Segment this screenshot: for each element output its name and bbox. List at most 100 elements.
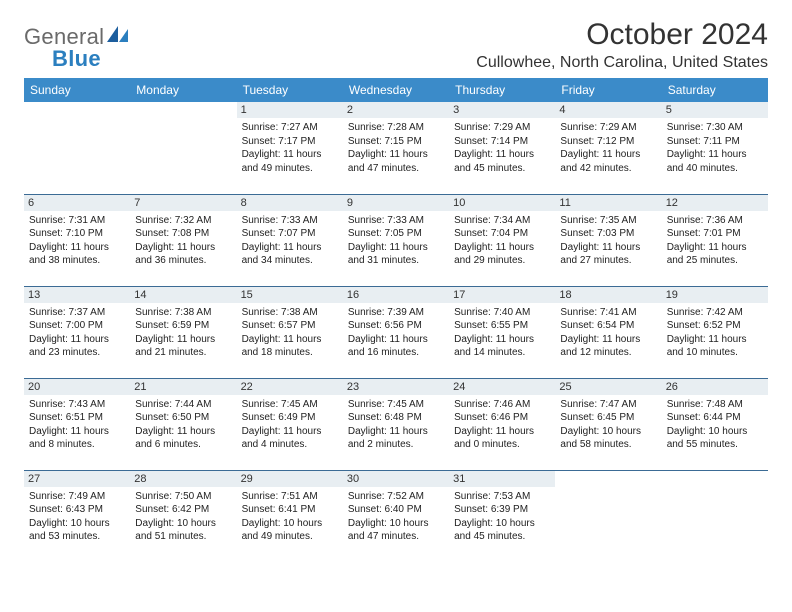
sunrise-line: Sunrise: 7:32 AM [135,214,231,228]
daylight-line: Daylight: 11 hours and 23 minutes. [29,333,125,360]
calendar-cell: 2Sunrise: 7:28 AMSunset: 7:15 PMDaylight… [343,102,449,194]
daylight-line: Daylight: 11 hours and 29 minutes. [454,241,550,268]
sunset-line: Sunset: 6:40 PM [348,503,444,517]
day-header-row: SundayMondayTuesdayWednesdayThursdayFrid… [24,78,768,102]
day-number: 29 [237,471,343,487]
sunset-line: Sunset: 7:17 PM [242,135,338,149]
calendar-cell: 17Sunrise: 7:40 AMSunset: 6:55 PMDayligh… [449,286,555,378]
day-number: 27 [24,471,130,487]
sunrise-line: Sunrise: 7:41 AM [560,306,656,320]
sunset-line: Sunset: 7:07 PM [242,227,338,241]
calendar-cell: 31Sunrise: 7:53 AMSunset: 6:39 PMDayligh… [449,470,555,562]
day-number: 3 [449,102,555,118]
calendar-cell: 21Sunrise: 7:44 AMSunset: 6:50 PMDayligh… [130,378,236,470]
day-number: 12 [662,195,768,211]
day-number: 19 [662,287,768,303]
daylight-line: Daylight: 10 hours and 47 minutes. [348,517,444,544]
sunset-line: Sunset: 7:08 PM [135,227,231,241]
day-number: 31 [449,471,555,487]
daylight-line: Daylight: 11 hours and 36 minutes. [135,241,231,268]
sunrise-line: Sunrise: 7:38 AM [242,306,338,320]
sunset-line: Sunset: 7:04 PM [454,227,550,241]
calendar-row: 13Sunrise: 7:37 AMSunset: 7:00 PMDayligh… [24,286,768,378]
calendar-cell: 3Sunrise: 7:29 AMSunset: 7:14 PMDaylight… [449,102,555,194]
sunset-line: Sunset: 7:00 PM [29,319,125,333]
daylight-line: Daylight: 11 hours and 49 minutes. [242,148,338,175]
day-header: Wednesday [343,78,449,102]
daylight-line: Daylight: 11 hours and 38 minutes. [29,241,125,268]
day-number: 7 [130,195,236,211]
calendar-cell: 27Sunrise: 7:49 AMSunset: 6:43 PMDayligh… [24,470,130,562]
calendar-cell: 9Sunrise: 7:33 AMSunset: 7:05 PMDaylight… [343,194,449,286]
calendar-cell: 29Sunrise: 7:51 AMSunset: 6:41 PMDayligh… [237,470,343,562]
daylight-line: Daylight: 11 hours and 27 minutes. [560,241,656,268]
day-header: Friday [555,78,661,102]
day-number: 14 [130,287,236,303]
location-subtitle: Cullowhee, North Carolina, United States [476,54,768,72]
sunrise-line: Sunrise: 7:39 AM [348,306,444,320]
daylight-line: Daylight: 11 hours and 6 minutes. [135,425,231,452]
day-number: 11 [555,195,661,211]
sunset-line: Sunset: 7:11 PM [667,135,763,149]
sunrise-line: Sunrise: 7:40 AM [454,306,550,320]
day-header: Sunday [24,78,130,102]
calendar-cell: 11Sunrise: 7:35 AMSunset: 7:03 PMDayligh… [555,194,661,286]
month-title: October 2024 [476,18,768,52]
day-number: 30 [343,471,449,487]
day-number: 5 [662,102,768,118]
sunset-line: Sunset: 6:44 PM [667,411,763,425]
title-block: October 2024 Cullowhee, North Carolina, … [476,18,768,72]
sunset-line: Sunset: 6:52 PM [667,319,763,333]
daylight-line: Daylight: 11 hours and 12 minutes. [560,333,656,360]
sunset-line: Sunset: 6:41 PM [242,503,338,517]
calendar-cell: 13 Sunrise: 7:37 AMSunset: 7:00 PMDayligh… [24,286,130,378]
day-number: 1 [237,102,343,118]
sunrise-line: Sunrise: 7:35 AM [560,214,656,228]
day-number: 21 [130,379,236,395]
daylight-line: Daylight: 11 hours and 8 minutes. [29,425,125,452]
day-number: 13 [24,287,130,303]
calendar-cell: 24Sunrise: 7:46 AMSunset: 6:46 PMDayligh… [449,378,555,470]
day-number: 22 [237,379,343,395]
logo-sail-icon [107,26,129,49]
sunrise-line: Sunrise: 7:31 AM [29,214,125,228]
daylight-line: Daylight: 11 hours and 25 minutes. [667,241,763,268]
calendar-cell: 6Sunrise: 7:31 AMSunset: 7:10 PMDaylight… [24,194,130,286]
day-number: 25 [555,379,661,395]
calendar-cell: 4Sunrise: 7:29 AMSunset: 7:12 PMDaylight… [555,102,661,194]
sunrise-line: Sunrise: 7:48 AM [667,398,763,412]
day-number: 26 [662,379,768,395]
sunset-line: Sunset: 6:51 PM [29,411,125,425]
header: General Blue October 2024 Cullowhee, Nor… [24,18,768,72]
sunrise-line: Sunrise: 7:29 AM [560,121,656,135]
sunrise-line: Sunrise: 7:46 AM [454,398,550,412]
daylight-line: Daylight: 10 hours and 45 minutes. [454,517,550,544]
sunset-line: Sunset: 6:56 PM [348,319,444,333]
day-header: Thursday [449,78,555,102]
day-number: 8 [237,195,343,211]
daylight-line: Daylight: 10 hours and 55 minutes. [667,425,763,452]
daylight-line: Daylight: 11 hours and 2 minutes. [348,425,444,452]
sunrise-line: Sunrise: 7:37 AM [29,306,125,320]
calendar-cell: 19Sunrise: 7:42 AMSunset: 6:52 PMDayligh… [662,286,768,378]
day-number: 15 [237,287,343,303]
calendar-page: General Blue October 2024 Cullowhee, Nor… [0,0,792,574]
daylight-line: Daylight: 11 hours and 45 minutes. [454,148,550,175]
daylight-line: Daylight: 10 hours and 49 minutes. [242,517,338,544]
sunrise-line: Sunrise: 7:36 AM [667,214,763,228]
sunset-line: Sunset: 6:50 PM [135,411,231,425]
sunrise-line: Sunrise: 7:49 AM [29,490,125,504]
sunset-line: Sunset: 7:10 PM [29,227,125,241]
sunrise-line: Sunrise: 7:45 AM [348,398,444,412]
sunset-line: Sunset: 6:46 PM [454,411,550,425]
daylight-line: Daylight: 11 hours and 0 minutes. [454,425,550,452]
sunrise-line: Sunrise: 7:29 AM [454,121,550,135]
calendar-cell: 20Sunrise: 7:43 AMSunset: 6:51 PMDayligh… [24,378,130,470]
daylight-line: Daylight: 11 hours and 4 minutes. [242,425,338,452]
sunrise-line: Sunrise: 7:34 AM [454,214,550,228]
calendar-cell: 15Sunrise: 7:38 AMSunset: 6:57 PMDayligh… [237,286,343,378]
sunset-line: Sunset: 6:43 PM [29,503,125,517]
sunrise-line: Sunrise: 7:45 AM [242,398,338,412]
calendar-cell: 12Sunrise: 7:36 AMSunset: 7:01 PMDayligh… [662,194,768,286]
calendar-cell: 1Sunrise: 7:27 AMSunset: 7:17 PMDaylight… [237,102,343,194]
